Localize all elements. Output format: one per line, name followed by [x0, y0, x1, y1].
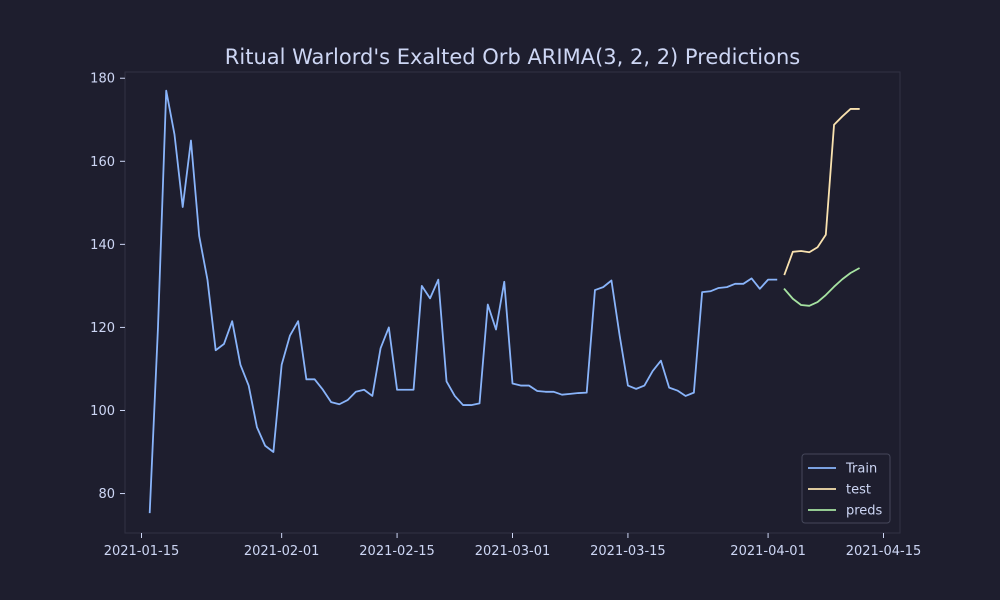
x-tick-label: 2021-02-15: [359, 544, 435, 559]
y-axis: 80 100 120 140 160 180: [90, 72, 125, 502]
y-tick-label: 180: [90, 72, 115, 87]
y-tick-label: 100: [90, 404, 115, 419]
series-line-test: [783, 108, 860, 276]
x-tick-label: 2021-03-15: [590, 544, 666, 559]
y-tick-label: 120: [90, 321, 115, 336]
y-tick-label: 160: [90, 155, 115, 170]
y-tick-label: 140: [90, 238, 115, 253]
x-tick-label: 2021-03-01: [475, 544, 551, 559]
chart-title: Ritual Warlord's Exalted Orb ARIMA(3, 2,…: [225, 45, 800, 69]
legend-label-preds: preds: [846, 504, 883, 519]
x-tick-label: 2021-04-15: [846, 544, 922, 559]
x-tick-label: 2021-01-15: [104, 544, 180, 559]
x-tick-label: 2021-04-01: [730, 544, 806, 559]
series-line-train: [148, 89, 778, 514]
series-layer: [148, 89, 861, 514]
legend-box: [801, 453, 891, 524]
legend: Train test preds: [801, 453, 891, 524]
x-axis: 2021-01-15 2021-02-01 2021-02-15 2021-03-01…: [104, 533, 922, 559]
legend-label-train: Train: [845, 462, 877, 477]
legend-label-test: test: [846, 483, 871, 498]
y-tick-label: 80: [98, 487, 115, 502]
x-tick-label: 2021-02-01: [244, 544, 320, 559]
series-line-preds: [783, 267, 861, 307]
